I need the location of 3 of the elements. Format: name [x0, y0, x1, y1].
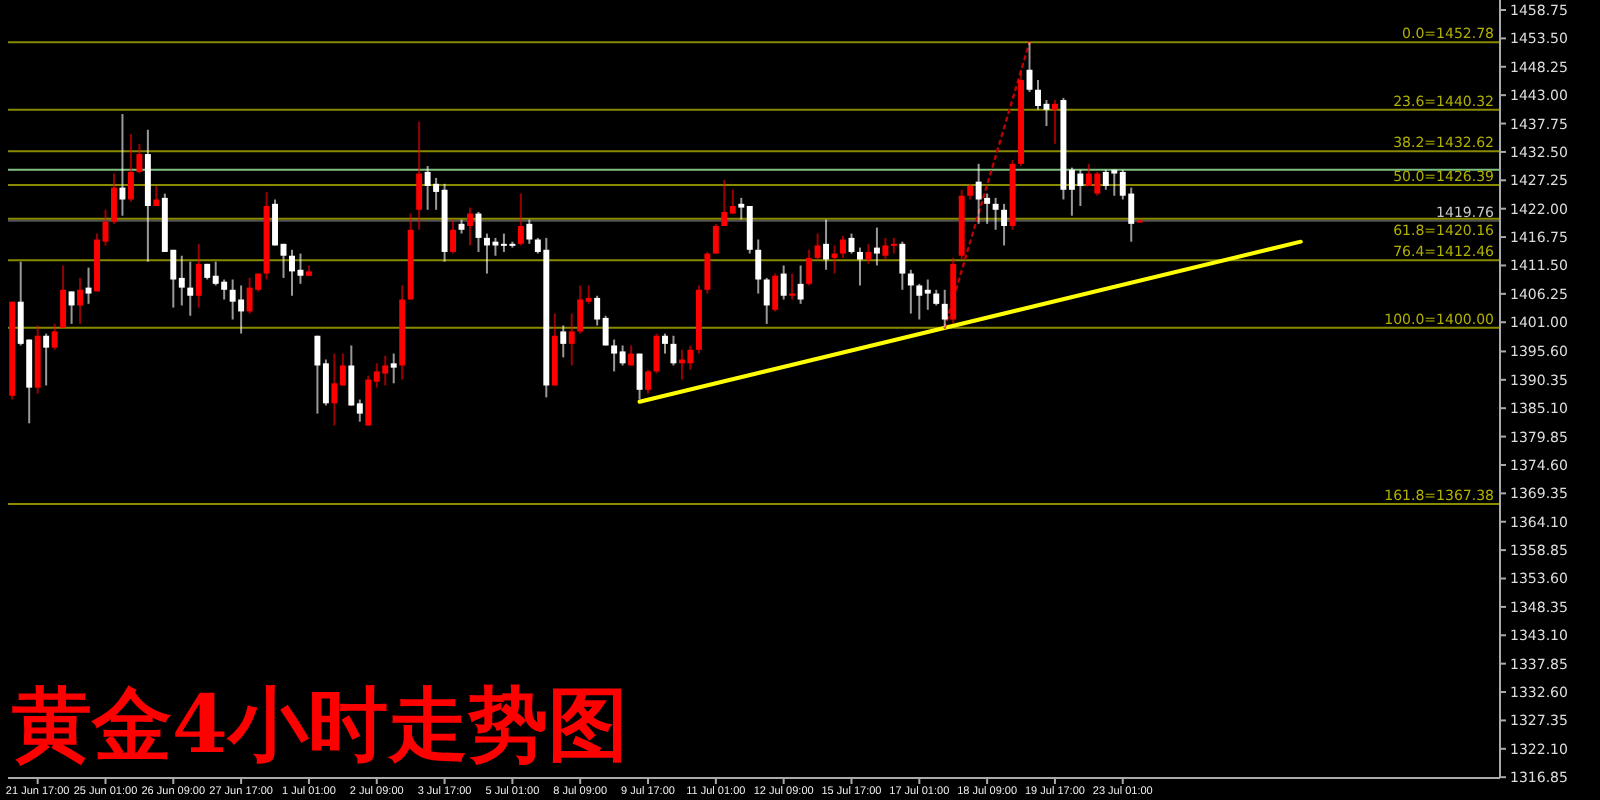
text: 黄金4小时走势图: [12, 678, 628, 772]
candlestick: [890, 236, 897, 255]
candlestick: [712, 222, 719, 255]
